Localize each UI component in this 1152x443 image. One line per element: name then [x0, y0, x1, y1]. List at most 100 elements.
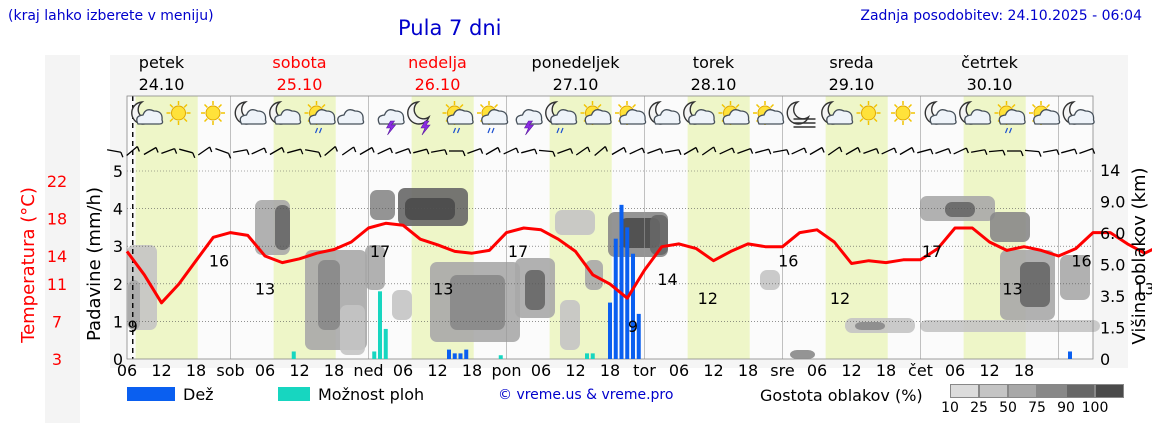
wind-barb — [359, 146, 373, 156]
time-tick: 18 — [324, 361, 344, 380]
density-legend-swatch — [1066, 384, 1095, 398]
wind-barb — [126, 146, 138, 156]
temperature-label: 16 — [778, 251, 798, 270]
wind-barb-feather — [803, 147, 807, 154]
wind-barb — [701, 146, 715, 156]
sun-ray — [183, 118, 188, 123]
wind-barb-feather — [821, 147, 825, 153]
precip-tick: 1 — [113, 312, 123, 331]
moon-cloud-icon — [234, 101, 267, 125]
cloud-shape — [722, 109, 750, 125]
sun-ray — [893, 118, 898, 123]
moon-cloud-rain-icon — [545, 101, 578, 134]
precip-tick: 3 — [113, 237, 123, 256]
sun-ray — [169, 118, 174, 123]
time-tick: 18 — [1014, 361, 1034, 380]
sun-ray — [321, 103, 326, 108]
sun-cloud-rain-icon — [477, 101, 509, 134]
sun-ray — [632, 103, 637, 108]
wind-barb-feather — [407, 148, 412, 154]
time-tick: 12 — [565, 361, 585, 380]
cloud-patch — [405, 198, 455, 220]
wind-barb — [970, 149, 986, 153]
sun-cloud-icon — [753, 101, 785, 125]
moon-crescent — [407, 101, 431, 125]
wind-barb-feather — [713, 146, 717, 153]
wind-barb-feather — [1074, 148, 1078, 155]
shower-bar — [383, 328, 388, 359]
wind-barb — [863, 147, 877, 155]
wind-barb — [161, 147, 175, 155]
wind-barb — [287, 148, 301, 154]
wind-barb-feather — [534, 148, 538, 155]
left-axis-band — [45, 55, 80, 423]
temperature-label: 17 — [508, 242, 528, 261]
sun-ray — [721, 103, 726, 108]
wind-barb-feather — [1056, 149, 1060, 156]
wind-barb — [324, 146, 336, 156]
wind-barb — [377, 147, 391, 155]
page-title: Pula 7 dni — [398, 16, 502, 40]
moon-cloud-icon — [131, 101, 164, 125]
credit-link[interactable]: © vreme.us & vreme.pro — [498, 387, 674, 403]
cloud-shape — [274, 109, 302, 125]
shower-legend-swatch — [278, 387, 310, 401]
rain-bar — [619, 204, 624, 359]
sun-ray — [203, 103, 208, 108]
sun-ray — [583, 103, 588, 108]
cloud-shape — [1067, 109, 1095, 125]
sun-ray — [1046, 103, 1051, 108]
wind-barb-feather — [426, 148, 430, 155]
sun-ray — [908, 118, 913, 123]
cloud-shape — [308, 109, 336, 125]
sun-ray — [755, 103, 760, 108]
sun-disc — [205, 105, 221, 121]
wind-barb — [935, 147, 949, 155]
sun-ray — [997, 103, 1002, 108]
cloud-patch — [760, 270, 780, 290]
density-legend-swatch — [1095, 384, 1124, 398]
rain-bar — [625, 227, 630, 359]
location-hint[interactable]: (kraj lahko izberete v meniju) — [8, 8, 214, 24]
sun-ray — [893, 103, 898, 108]
density-legend-title: Gostota oblakov (%) — [760, 386, 923, 405]
temperature-label: 13 — [255, 279, 275, 298]
density-legend-level: 50 — [999, 400, 1017, 416]
wind-barb — [827, 146, 841, 156]
wind-barb-feather — [444, 149, 448, 156]
wind-barb — [1042, 149, 1058, 153]
cloud-patch — [525, 270, 545, 310]
temperature-label: 9 — [628, 317, 638, 336]
sun-cloud-icon — [1029, 101, 1061, 125]
wind-barb-feather — [552, 151, 556, 157]
last-updated: Zadnja posodobitev: 24.10.2025 - 06:04 — [860, 8, 1142, 24]
wind-barb-feather — [695, 147, 699, 153]
cloud-shape — [584, 109, 612, 125]
sun-cloud-icon — [718, 101, 750, 125]
wind-barb-feather — [569, 148, 574, 154]
day-date: 26.10 — [415, 75, 461, 94]
wind-barb — [503, 147, 517, 155]
cloud-shape — [964, 109, 992, 125]
wind-barb — [304, 149, 320, 153]
wind-barb-feather — [875, 148, 880, 154]
day-name: torek — [693, 53, 735, 72]
wind-barb-feather — [497, 147, 501, 153]
time-tick: 12 — [151, 361, 171, 380]
sun-ray — [735, 103, 740, 108]
density-legend-level: 100 — [1081, 400, 1109, 416]
time-tick: 18 — [462, 361, 482, 380]
cloud-shape — [1033, 109, 1061, 125]
cloud-height-tick: 0 — [1100, 350, 1110, 369]
sun-ray — [873, 103, 878, 108]
time-tick: 12 — [427, 361, 447, 380]
day-name: sobota — [272, 53, 326, 72]
cloud-lightning-icon — [377, 109, 405, 136]
time-tick: pon — [491, 361, 521, 380]
cloud-density — [127, 188, 1100, 359]
temperature-label: 12 — [830, 289, 850, 308]
day-date: 28.10 — [691, 75, 737, 94]
wind-barb — [755, 148, 769, 154]
day-name: ponedeljek — [532, 53, 621, 72]
